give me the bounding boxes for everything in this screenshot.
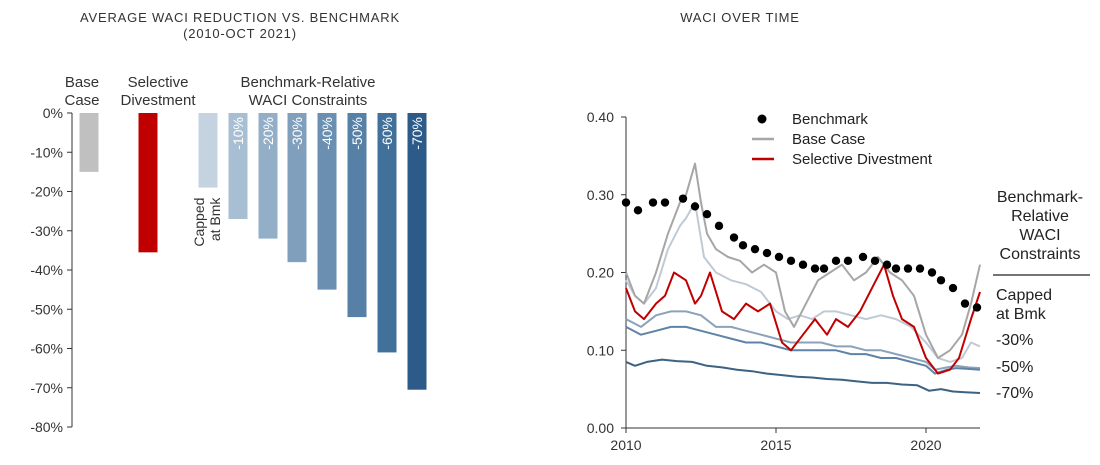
legend-marker-benchmark (757, 114, 767, 124)
bar-60 (377, 113, 397, 353)
benchmark-point (621, 198, 631, 207)
bar-label-40: -40% (319, 117, 335, 150)
bar-selective-divestment (138, 113, 158, 253)
left-chart-title-text: AVERAGE WACI REDUCTION VS. BENCHMARK (80, 10, 400, 25)
side-label-line1: Benchmark- (997, 189, 1083, 206)
right-label-capped-at-bmk-line1: Capped (996, 287, 1052, 304)
bar-y-tick-label: -20% (30, 184, 63, 200)
benchmark-point (690, 202, 700, 211)
line-y-tick-label: 0.20 (587, 265, 614, 281)
bar-group-label-2-line2: Divestment (120, 92, 196, 109)
benchmark-point (750, 244, 760, 254)
line-y-tick-label: 0.40 (587, 109, 614, 125)
benchmark-point (648, 198, 658, 207)
bar-label-50: -50% (349, 117, 365, 150)
bar-y-tick-label: -70% (30, 380, 63, 396)
bar-50 (347, 113, 367, 318)
benchmark-point (762, 248, 772, 258)
benchmark-point (843, 256, 853, 266)
benchmark-point (915, 264, 925, 273)
bar-label-20: -20% (260, 117, 276, 150)
left-chart-subtitle: (2010-OCT 2021) (183, 26, 297, 41)
side-label-line2: Relative (1011, 208, 1069, 225)
line-x-tick-label: 2010 (610, 437, 641, 453)
benchmark-point (819, 264, 829, 273)
right-label-70-line1: -70% (996, 385, 1033, 402)
benchmark-point (702, 209, 712, 219)
series-line-selective-divestment (625, 263, 981, 375)
bar-70 (407, 113, 427, 390)
line-x-tick-label: 2020 (910, 437, 941, 453)
right-label-capped-at-bmk-line2: at Bmk (996, 306, 1047, 323)
bar-y-tick-label: -30% (30, 223, 63, 239)
right-label-50-line1: -50% (996, 359, 1033, 376)
benchmark-point (714, 221, 724, 231)
line-y-tick-label: 0.10 (587, 342, 614, 358)
bar-y-tick-label: -40% (30, 262, 63, 278)
bar-y-tick-label: -10% (30, 144, 63, 160)
bar-y-tick-label: -80% (30, 419, 63, 435)
bar-group-label-1-line2: Case (64, 92, 99, 109)
benchmark-point (870, 256, 880, 266)
benchmark-point (738, 241, 748, 250)
right-chart-title: WACI OVER TIME (680, 10, 800, 25)
line-y-tick-label: 0.00 (587, 420, 614, 436)
benchmark-point (927, 268, 937, 277)
bar-group-label-3-line1: Benchmark-Relative (240, 74, 375, 91)
benchmark-point (810, 264, 820, 273)
bar-40 (317, 113, 337, 290)
bar-y-tick-label: -60% (30, 341, 63, 357)
bar-label-capped-line1: Capped (191, 198, 207, 247)
side-label-line3: WACI (1019, 227, 1060, 244)
legend-label-base-case: Base Case (792, 131, 865, 148)
benchmark-point (786, 256, 796, 266)
bar-label-30: -30% (289, 117, 305, 150)
bar-chart: 0% -10% -20% -30% -40% -50% -60% -70% -80% Capped… (30, 74, 427, 435)
benchmark-point (729, 233, 739, 242)
line-y-tick-label: 0.30 (587, 187, 614, 203)
bar-30 (287, 113, 307, 263)
side-label-line4: Constraints (1000, 246, 1081, 263)
series-line-capped-at-bmk (625, 201, 981, 363)
benchmark-point (948, 283, 958, 293)
left-chart-title: AVERAGE WACI REDUCTION VS. BENCHMARK (20… (20, 10, 460, 42)
bar-20 (258, 113, 278, 239)
bar-group-label-1-line1: Base (65, 74, 99, 91)
legend-label-selective-divestment: Selective Divestment (792, 151, 933, 168)
line-chart: 0.00 0.10 0.20 0.30 0.40 2010 2015 2020 Benchmar… (587, 109, 1090, 453)
bar-y-tick-label: -50% (30, 301, 63, 317)
series-line-50 (625, 325, 981, 375)
bar-label-70: -70% (409, 117, 425, 150)
benchmark-point (972, 303, 982, 312)
bar-label-60: -60% (379, 117, 395, 150)
bar-label-10: -10% (230, 117, 246, 150)
line-x-tick-label: 2015 (760, 437, 791, 453)
right-label-30-line1: -30% (996, 332, 1033, 349)
benchmark-point (798, 260, 808, 269)
benchmark-point (660, 198, 670, 207)
benchmark-point (882, 260, 892, 269)
bar-label-capped-line2: at Bmk (207, 197, 223, 242)
bar-10 (228, 113, 248, 219)
bar-group-label-2-line1: Selective (128, 74, 189, 91)
bar-y-tick-label: 0% (43, 105, 63, 121)
benchmark-point (960, 299, 970, 308)
benchmark-point (858, 252, 868, 262)
benchmark-point (633, 206, 643, 215)
bar-group-label-3-line2: WACI Constraints (249, 92, 368, 109)
bar-capped-at-bmk (198, 113, 218, 188)
series-line-70 (625, 358, 981, 394)
benchmark-point (831, 256, 841, 266)
benchmark-point (678, 194, 688, 203)
benchmark-point (891, 264, 901, 273)
bar-base-case (79, 113, 99, 172)
benchmark-point (903, 264, 913, 273)
legend-label-benchmark: Benchmark (792, 111, 868, 128)
benchmark-point (936, 276, 946, 285)
benchmark-point (774, 252, 784, 262)
